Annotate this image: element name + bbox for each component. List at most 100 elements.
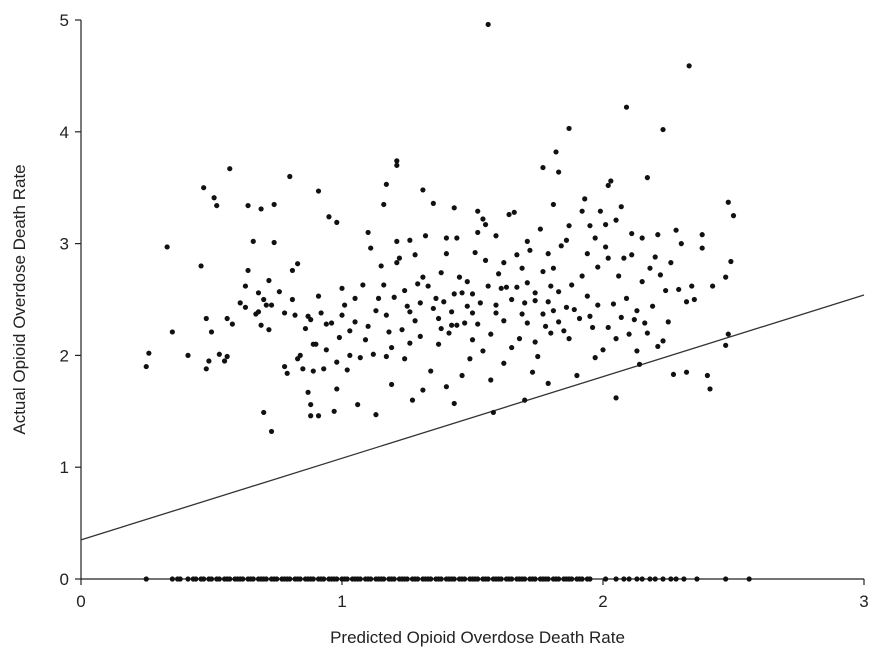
data-point (524, 280, 530, 286)
data-point (250, 576, 256, 582)
data-point (725, 331, 731, 337)
data-point (438, 576, 444, 582)
data-point (420, 187, 426, 193)
data-point (485, 21, 491, 28)
data-point (480, 348, 486, 354)
data-point (315, 188, 322, 194)
data-point (255, 309, 262, 315)
data-point (550, 201, 557, 208)
data-point (569, 576, 575, 582)
data-point (647, 265, 653, 271)
data-point (435, 315, 442, 322)
data-point (558, 243, 564, 249)
data-point (532, 576, 538, 582)
data-point (373, 308, 379, 314)
data-point (556, 576, 562, 582)
data-point (443, 384, 449, 390)
data-point (475, 208, 481, 214)
data-point (198, 263, 204, 269)
data-point (579, 208, 585, 214)
data-point (634, 308, 640, 314)
data-point (268, 428, 275, 435)
data-point (582, 196, 588, 202)
data-point (686, 63, 692, 69)
data-point (425, 283, 431, 289)
data-point (509, 344, 515, 351)
data-point (634, 348, 640, 354)
data-point (266, 327, 272, 333)
data-point (639, 235, 645, 241)
data-point (597, 208, 603, 214)
data-point (441, 299, 447, 305)
data-point (613, 395, 619, 401)
data-point (589, 324, 596, 331)
data-point (665, 319, 671, 325)
data-point (469, 337, 476, 343)
y-tick-label: 2 (60, 346, 69, 365)
data-point (545, 299, 551, 305)
data-point (548, 283, 554, 289)
data-point (237, 300, 243, 306)
data-point (600, 347, 606, 353)
data-point (240, 576, 246, 582)
data-point (537, 226, 543, 232)
data-point (224, 315, 230, 322)
data-point (527, 247, 533, 253)
data-point (545, 380, 551, 386)
data-point (603, 221, 609, 228)
data-point (308, 401, 314, 408)
data-point (430, 305, 436, 312)
data-point (490, 409, 496, 416)
data-point (475, 576, 481, 582)
data-point (250, 238, 256, 244)
data-point (595, 264, 601, 270)
data-point (710, 283, 716, 289)
data-point (540, 268, 546, 275)
data-point (258, 206, 264, 212)
data-point (587, 223, 593, 229)
data-point (462, 576, 468, 582)
data-point (563, 304, 570, 310)
data-point (331, 408, 337, 414)
data-point (342, 302, 348, 308)
data-point (683, 299, 690, 305)
data-point (221, 358, 228, 364)
data-point (605, 255, 611, 261)
data-point (268, 302, 275, 308)
data-point (639, 576, 645, 582)
data-point (524, 320, 530, 326)
data-point (464, 279, 470, 285)
x-tick-label: 2 (598, 592, 607, 611)
data-point (211, 195, 217, 201)
data-point (501, 260, 507, 266)
data-point (652, 254, 658, 260)
data-point (545, 251, 551, 257)
data-point (623, 104, 630, 110)
data-point (469, 310, 476, 316)
data-point (402, 356, 408, 362)
data-point (388, 381, 395, 388)
data-point (323, 321, 329, 327)
data-point (477, 300, 483, 306)
data-point (430, 200, 436, 206)
data-point (618, 204, 624, 210)
data-point (587, 313, 593, 319)
data-point (146, 350, 152, 356)
data-point (263, 576, 269, 582)
data-point (587, 576, 593, 582)
data-point (613, 217, 619, 223)
data-point (428, 576, 434, 582)
data-point (545, 576, 551, 582)
data-point (657, 272, 664, 278)
data-point (462, 320, 468, 326)
data-point (631, 317, 637, 323)
data-point (516, 336, 523, 342)
data-point (652, 576, 658, 582)
data-point (383, 312, 389, 318)
data-point (339, 285, 345, 291)
data-point (242, 283, 249, 289)
data-point (263, 302, 269, 308)
data-point (245, 267, 251, 274)
data-point (569, 282, 575, 288)
